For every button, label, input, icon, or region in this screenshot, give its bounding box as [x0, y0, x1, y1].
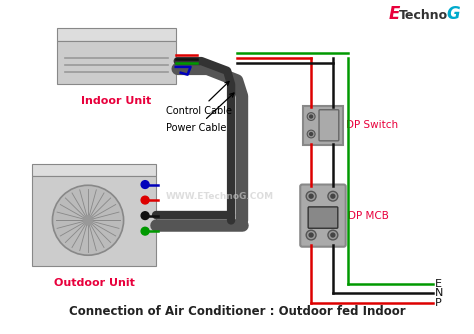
Circle shape [141, 196, 149, 204]
Circle shape [306, 230, 316, 240]
FancyBboxPatch shape [57, 40, 176, 85]
Text: P: P [435, 298, 441, 308]
Text: E: E [435, 279, 442, 289]
Text: Control Cable: Control Cable [166, 81, 232, 116]
FancyBboxPatch shape [300, 185, 346, 247]
Text: Indoor Unit: Indoor Unit [82, 96, 152, 106]
FancyBboxPatch shape [308, 207, 338, 228]
Text: WWW.ETechnoG.COM: WWW.ETechnoG.COM [166, 192, 274, 201]
Circle shape [141, 181, 149, 188]
Circle shape [307, 130, 315, 138]
FancyBboxPatch shape [57, 28, 176, 40]
Text: N: N [435, 288, 443, 298]
FancyBboxPatch shape [32, 176, 156, 266]
FancyBboxPatch shape [303, 106, 343, 145]
Circle shape [141, 212, 149, 219]
Circle shape [331, 233, 335, 237]
Circle shape [53, 185, 124, 255]
FancyBboxPatch shape [319, 110, 339, 141]
Circle shape [309, 194, 313, 198]
Circle shape [328, 230, 338, 240]
Circle shape [331, 194, 335, 198]
Text: Power Cable: Power Cable [166, 93, 234, 133]
Text: DP Switch: DP Switch [346, 120, 398, 130]
Circle shape [306, 191, 316, 201]
Text: DP MCB: DP MCB [348, 211, 389, 221]
Circle shape [310, 133, 313, 136]
Text: G: G [447, 5, 460, 23]
Circle shape [328, 191, 338, 201]
FancyBboxPatch shape [32, 164, 156, 176]
Circle shape [310, 115, 313, 118]
Text: Connection of Air Conditioner : Outdoor fed Indoor: Connection of Air Conditioner : Outdoor … [69, 305, 405, 318]
Circle shape [83, 215, 93, 225]
Text: Outdoor Unit: Outdoor Unit [54, 278, 135, 288]
Text: Techno: Techno [399, 9, 448, 22]
Circle shape [309, 233, 313, 237]
Circle shape [141, 227, 149, 235]
Text: E: E [388, 5, 400, 23]
Circle shape [307, 113, 315, 121]
